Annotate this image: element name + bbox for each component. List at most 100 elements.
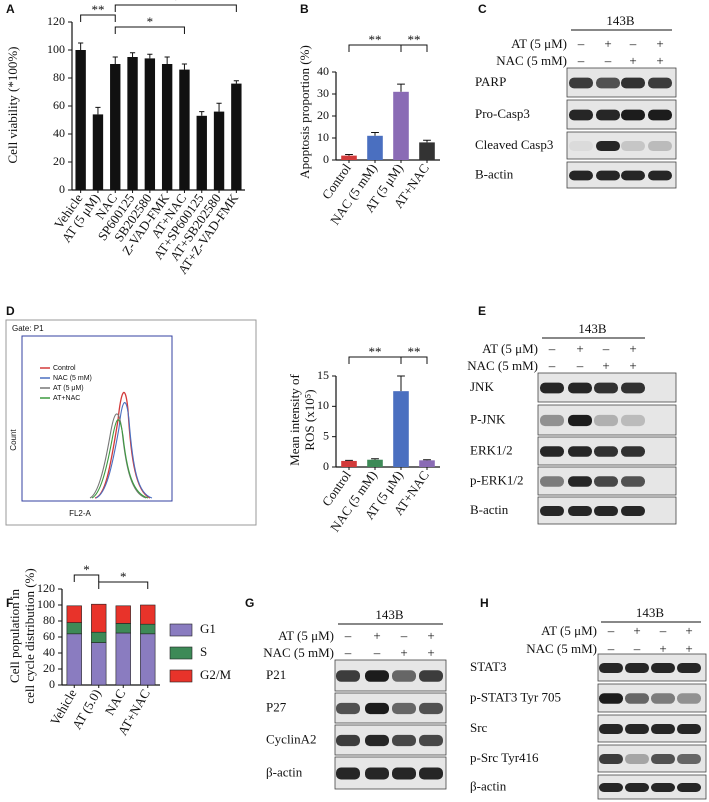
blot-band	[621, 505, 645, 517]
bar-segment	[115, 623, 131, 634]
y-tick-label: 120	[47, 14, 65, 28]
y-tick-label: 20	[53, 154, 65, 168]
treatment-sign: +	[629, 358, 636, 373]
blot-band	[651, 662, 675, 674]
legend-swatch	[169, 669, 193, 683]
error-bar	[345, 154, 353, 156]
blot-band	[648, 140, 672, 152]
blot-band	[569, 77, 593, 89]
blot-band	[596, 140, 620, 152]
bar	[393, 391, 409, 467]
blot-band	[419, 734, 443, 747]
treatment-sign: +	[633, 623, 640, 638]
error-bar	[345, 459, 353, 461]
protein-label: B-actin	[470, 502, 509, 517]
blot-band	[419, 702, 443, 715]
blot-band	[392, 767, 416, 780]
blot-band	[599, 662, 623, 674]
treatment-label: AT (5 μM)	[541, 623, 597, 638]
blot-band	[599, 693, 623, 704]
y-tick-label: 20	[317, 108, 329, 122]
error-bar	[371, 132, 379, 136]
treatment-label: AT (5 μM)	[511, 36, 567, 51]
significance-bracket	[114, 26, 185, 34]
y-tick-label: 0	[323, 152, 329, 166]
blot-band	[621, 382, 645, 394]
blot-band	[540, 476, 564, 487]
bar-segment	[91, 631, 107, 643]
y-axis-label: Cell viability (*100%)	[5, 47, 20, 164]
protein-label: p-ERK1/2	[470, 472, 523, 487]
blot-band	[648, 109, 672, 121]
y-tick-label: 80	[43, 613, 55, 627]
y-axis-label: ROS (x10⁵)	[302, 389, 317, 450]
legend-label: Control	[53, 365, 76, 372]
bar	[196, 115, 207, 190]
y-tick-label: 20	[43, 661, 55, 675]
blot-band	[540, 382, 564, 394]
significance-bracket	[98, 581, 149, 589]
significance-label: *	[173, 0, 180, 7]
treatment-sign: +	[427, 645, 434, 660]
treatment-sign: –	[659, 623, 667, 638]
panel-label: E	[478, 304, 486, 318]
bar-segment	[140, 623, 156, 635]
y-tick-label: 0	[323, 459, 329, 473]
treatment-sign: –	[344, 645, 352, 660]
significance-bracket	[400, 44, 428, 52]
flow-curve	[91, 419, 149, 499]
treatment-sign: +	[656, 36, 663, 51]
blot-band	[596, 109, 620, 121]
blot-band	[625, 662, 649, 674]
blot-band	[648, 170, 672, 181]
error-bar	[216, 102, 222, 112]
bar	[213, 111, 225, 190]
blot-band	[651, 723, 675, 735]
error-bar	[423, 139, 431, 143]
treatment-sign: +	[659, 641, 666, 656]
blot-band	[599, 723, 623, 735]
legend-label: G2/M	[200, 667, 232, 682]
y-axis-label: cell cycle distribution (%)	[22, 568, 37, 703]
blot-band	[625, 723, 649, 735]
treatment-sign: +	[656, 53, 663, 68]
protein-label: P27	[266, 699, 287, 714]
blot-band	[392, 670, 416, 682]
blot-band	[336, 734, 360, 747]
treatment-sign: +	[685, 623, 692, 638]
treatment-label: NAC (5 mM)	[496, 53, 567, 68]
blot-band	[596, 77, 620, 89]
treatment-label: AT (5 μM)	[278, 628, 334, 643]
bar	[179, 69, 190, 190]
protein-label: Src	[470, 720, 488, 735]
flow-x-label: FL2-A	[69, 509, 91, 518]
significance-label: *	[147, 14, 154, 29]
protein-label: ERK1/2	[470, 442, 513, 457]
blot-band	[677, 723, 701, 735]
bar	[75, 50, 86, 190]
treatment-sign: –	[604, 53, 612, 68]
error-bar	[371, 458, 379, 460]
blot-band	[677, 783, 701, 792]
blot-band	[599, 783, 623, 792]
bar-segment	[140, 633, 156, 686]
treatment-sign: +	[373, 628, 380, 643]
legend-label: NAC (5 mM)	[53, 375, 92, 382]
treatment-sign: –	[629, 36, 637, 51]
bar	[231, 83, 242, 190]
blot-band	[651, 693, 675, 704]
treatment-label: NAC (5 mM)	[467, 358, 538, 373]
blot-band	[419, 670, 443, 682]
panel-label: B	[300, 2, 309, 16]
error-bar	[112, 56, 118, 64]
blot-band	[625, 783, 649, 792]
protein-label: β-actin	[470, 778, 507, 793]
blot-band	[651, 753, 675, 765]
blot-band	[594, 446, 618, 457]
protein-label: STAT3	[470, 659, 507, 674]
blot-band	[677, 753, 701, 765]
y-tick-label: 15	[317, 368, 329, 382]
protein-label: PARP	[475, 74, 506, 89]
error-bar	[397, 83, 405, 92]
significance-label: **	[369, 32, 382, 47]
